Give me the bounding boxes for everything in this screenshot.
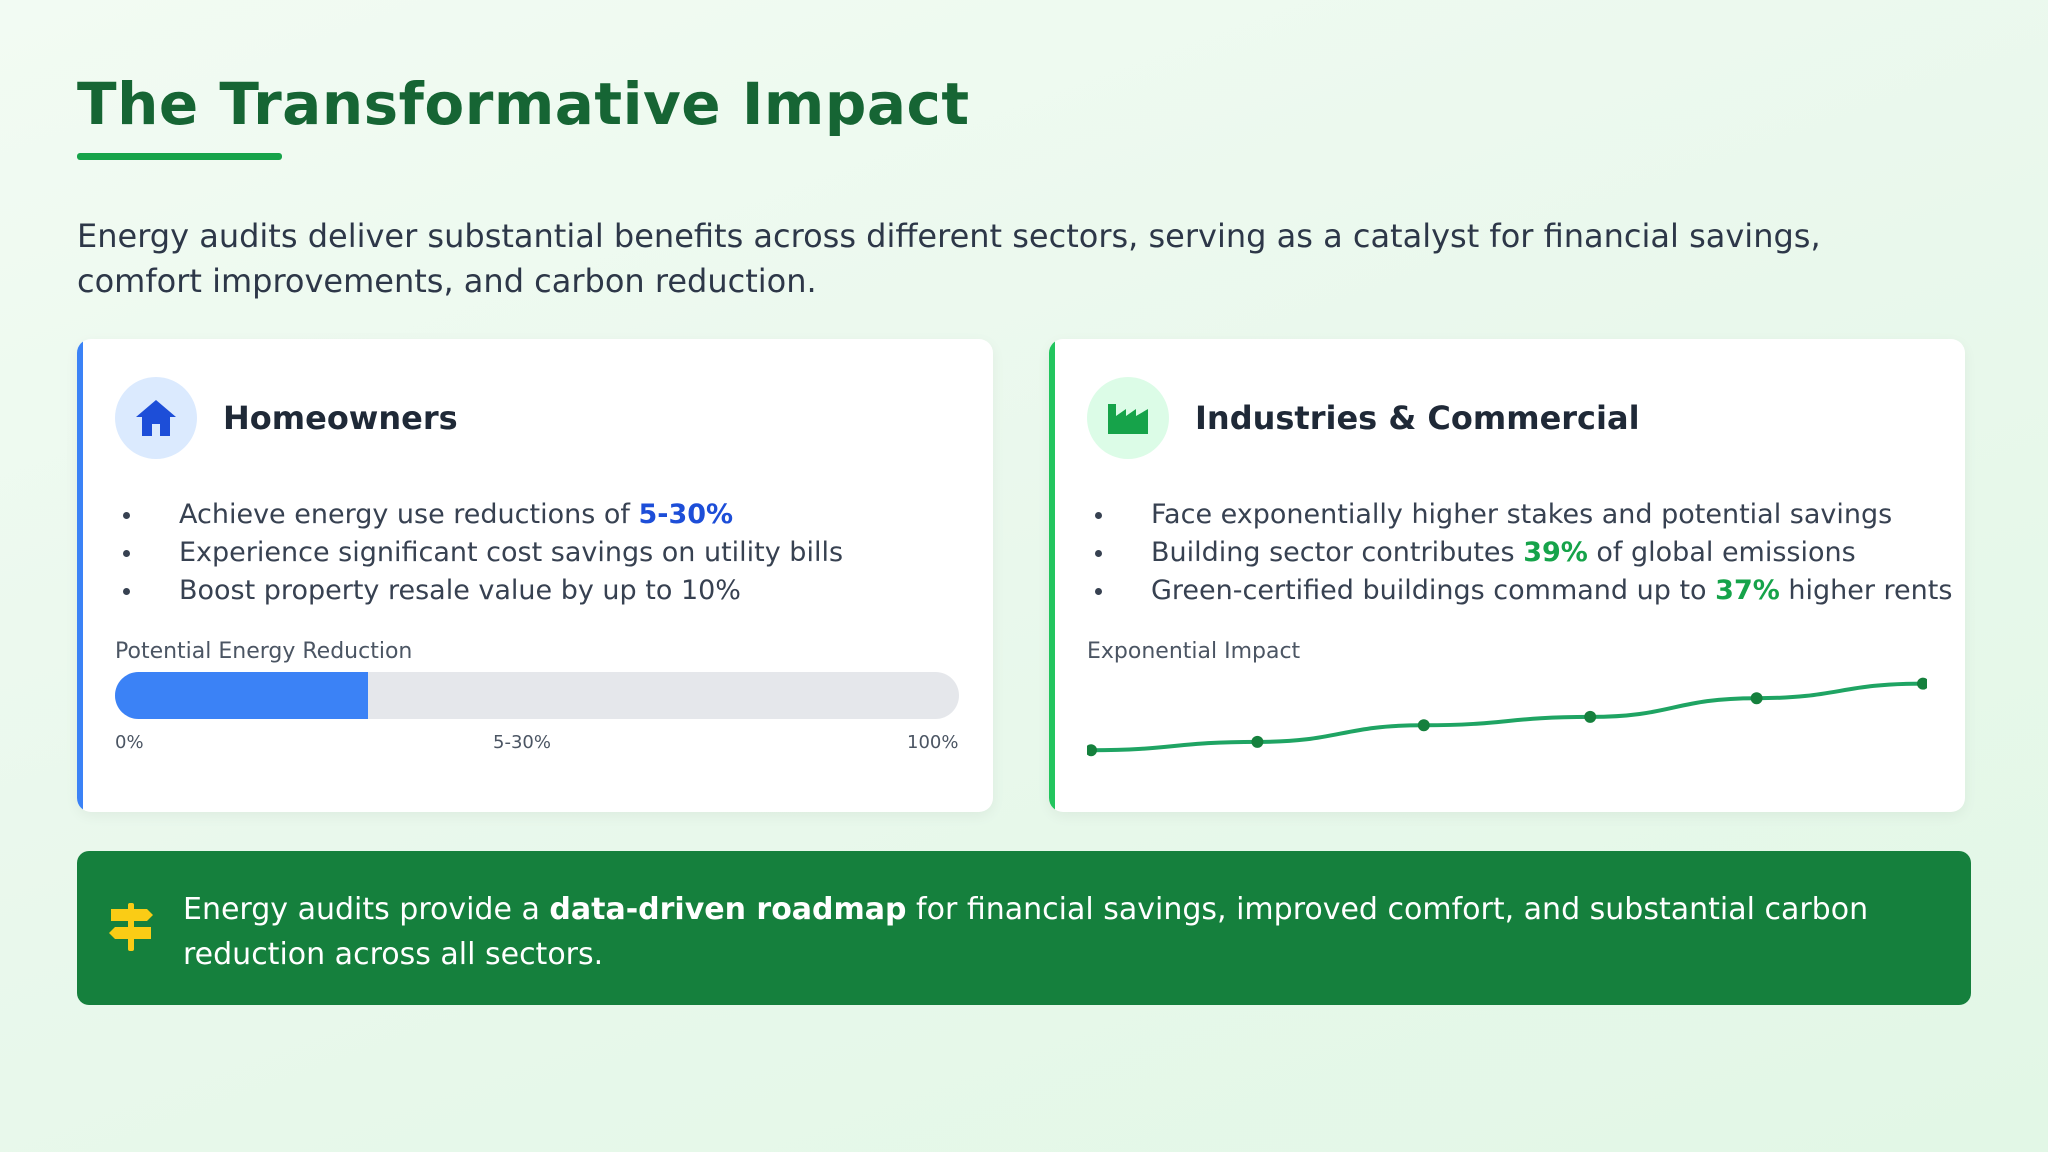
progress-tick-max: 100%	[907, 732, 959, 753]
card-accent-edge	[77, 339, 83, 812]
homeowners-bullets: Achieve energy use reductions of 5-30% E…	[115, 496, 843, 610]
progress-tick-mid: 5-30%	[493, 732, 551, 753]
industries-icon-badge	[1087, 377, 1169, 459]
card-accent-edge	[1049, 339, 1055, 812]
banner-text: Energy audits provide a data-driven road…	[183, 892, 1869, 972]
signpost-icon	[109, 903, 153, 951]
title-underline	[77, 153, 282, 160]
industries-card: Industries & Commercial Face exponential…	[1049, 339, 1965, 812]
industries-bullets: Face exponentially higher stakes and pot…	[1087, 496, 1952, 610]
page-title: The Transformative Impact	[77, 70, 970, 138]
data-point-4	[1750, 692, 1763, 705]
data-point-3	[1584, 710, 1597, 723]
homeowners-icon-badge	[115, 377, 197, 459]
data-point-0	[1087, 744, 1097, 757]
data-point-2	[1417, 719, 1430, 732]
progress-label: Potential Energy Reduction	[115, 639, 413, 664]
chart-title: Exponential Impact	[1087, 639, 1301, 664]
list-item: Achieve energy use reductions of 5-30%	[115, 496, 843, 534]
list-item: Green-certified buildings command up to …	[1087, 572, 1952, 610]
data-point-5	[1917, 677, 1927, 690]
factory-icon	[1108, 404, 1148, 434]
house-icon	[136, 400, 176, 436]
energy-reduction-progress	[115, 672, 959, 719]
intro-paragraph: Energy audits deliver substantial benefi…	[77, 217, 1821, 300]
list-item: Boost property resale value by up to 10%	[115, 572, 843, 610]
list-item: Face exponentially higher stakes and pot…	[1087, 496, 1952, 534]
progress-fill	[115, 672, 369, 719]
homeowners-title: Homeowners	[223, 399, 458, 437]
series-line	[1090, 681, 1924, 753]
industries-title: Industries & Commercial	[1195, 399, 1640, 437]
list-item: Building sector contributes 39% of globa…	[1087, 534, 1952, 572]
homeowners-card: Homeowners Achieve energy use reductions…	[77, 339, 993, 812]
summary-banner: Energy audits provide a data-driven road…	[77, 851, 1971, 1005]
progress-tick-min: 0%	[115, 732, 144, 753]
data-point-1	[1251, 735, 1264, 748]
list-item: Experience significant cost savings on u…	[115, 534, 843, 572]
exponential-impact-chart	[1087, 677, 1927, 757]
